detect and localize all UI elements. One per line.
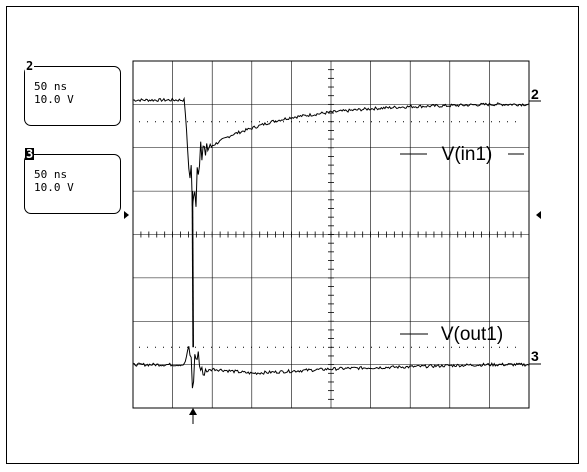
trace-out1	[132, 346, 529, 389]
traces	[132, 96, 529, 389]
channel-2-number: 2	[25, 59, 35, 73]
channel-3-info-box: 3 50 ns 10.0 V	[24, 148, 121, 214]
trace-transient-spike	[191, 191, 194, 348]
channel-2-info-box: 2 50 ns 10.0 V	[24, 60, 121, 126]
series-label-in1: V(in1)	[442, 144, 493, 165]
trigger-level-right-icon	[536, 211, 541, 219]
channel-3-marker-label: 3	[531, 348, 539, 364]
channel-2-volts: 10.0 V	[34, 93, 74, 106]
trigger-level-left-icon	[124, 211, 129, 219]
channel-2-marker-label: 2	[531, 86, 539, 102]
channel-3-timebase: 50 ns	[34, 168, 68, 181]
channel-3-volts: 10.0 V	[34, 181, 74, 194]
markers	[124, 100, 541, 424]
trace-in1	[132, 96, 529, 207]
series-label-out1: V(out1)	[441, 324, 503, 345]
channel-2-timebase: 50 ns	[34, 80, 68, 93]
scope-display-frame	[6, 6, 579, 464]
graticule	[132, 60, 530, 409]
trigger-position-up-icon	[189, 408, 197, 415]
channel-3-number: 3	[25, 147, 35, 161]
